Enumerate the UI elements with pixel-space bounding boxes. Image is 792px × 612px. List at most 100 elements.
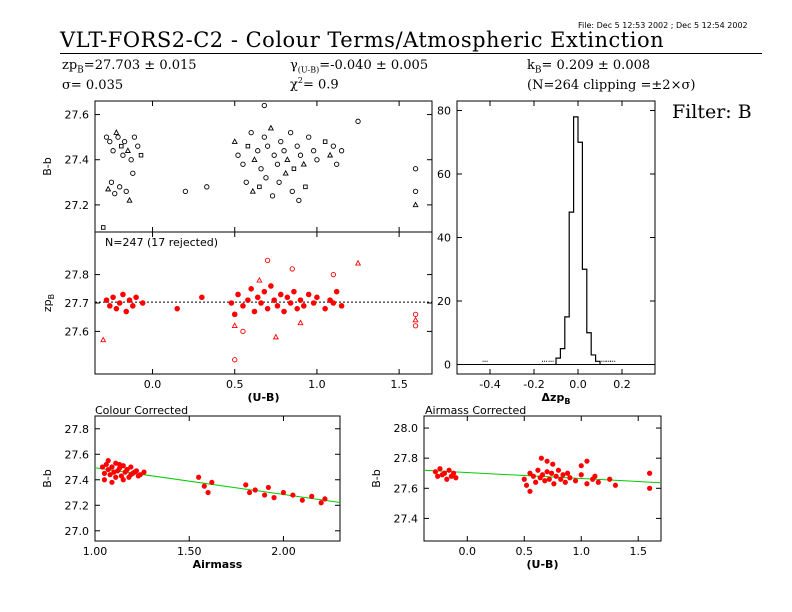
colour_corrected-point xyxy=(309,493,315,499)
zp-rejected-point xyxy=(272,333,279,340)
hist-ytick-label: 0 xyxy=(444,358,451,371)
raw-point xyxy=(105,185,112,192)
zp-rejected-point xyxy=(100,336,107,343)
raw-point xyxy=(263,175,269,181)
zp-xtick-label: 0.5 xyxy=(226,378,244,391)
hist-xlabel: ΔzpB xyxy=(542,391,571,406)
raw-point xyxy=(412,166,419,172)
colour_corrected-point xyxy=(128,464,134,470)
airmass_corrected-point xyxy=(527,470,533,476)
zp-rejected-point xyxy=(412,311,419,318)
zp-ytick-label: 27.8 xyxy=(65,269,90,282)
zp-point xyxy=(305,291,312,298)
airmass-corrected-title: Airmass Corrected xyxy=(425,404,527,417)
raw-point xyxy=(261,102,267,109)
colour_corrected-ytick-label: 27.8 xyxy=(65,423,90,436)
raw-point xyxy=(251,156,258,162)
zp-point xyxy=(258,300,264,306)
raw-point xyxy=(138,152,144,158)
airmass_corrected-point xyxy=(527,488,533,494)
airmass_corrected-point xyxy=(551,481,557,487)
raw-ytick-label: 27.4 xyxy=(65,154,90,167)
raw-point xyxy=(269,193,276,199)
raw-point xyxy=(119,143,124,149)
hist-xtick-label: 0.0 xyxy=(569,378,587,391)
colour_corrected-point xyxy=(101,470,108,476)
raw-point xyxy=(355,118,361,124)
zp-point xyxy=(235,291,241,298)
zp-point xyxy=(103,297,110,303)
zp-ytick-label: 27.7 xyxy=(65,297,90,310)
zp-point xyxy=(231,311,238,318)
raw-point xyxy=(322,139,328,144)
zp-point xyxy=(261,288,268,295)
airmass_corrected-ytick-label: 27.6 xyxy=(394,482,419,495)
filter-label: Filter: B xyxy=(672,101,752,123)
zp-xtick-label: 1.5 xyxy=(390,378,408,391)
zp-point xyxy=(297,297,304,303)
airmass_corrected-point xyxy=(592,473,598,479)
zp-point xyxy=(240,303,246,309)
page-title: VLT-FORS2-C2 - Colour Terms/Atmospheric … xyxy=(60,28,665,52)
raw-point xyxy=(108,179,115,185)
airmass_corrected-point xyxy=(544,469,550,475)
airmass_corrected-point xyxy=(560,472,566,478)
zp-point xyxy=(130,303,136,309)
airmass_corrected-point xyxy=(451,470,457,476)
airmass_corrected-point xyxy=(553,473,559,479)
raw-point xyxy=(281,148,287,154)
zp-point xyxy=(228,300,235,306)
raw-point xyxy=(264,143,271,149)
airmass_corrected-point xyxy=(435,473,441,479)
colour_corrected-point xyxy=(131,469,138,475)
zp-point xyxy=(113,305,120,312)
hist-xtick-label: -0.4 xyxy=(479,378,500,391)
raw-point xyxy=(248,129,254,136)
raw-point xyxy=(287,129,294,136)
raw-point xyxy=(289,188,295,194)
zp-point xyxy=(314,294,320,301)
airmass_corrected-point xyxy=(538,455,544,461)
raw-point xyxy=(327,151,334,158)
zp-ytick-label: 27.6 xyxy=(65,325,90,338)
raw-ytick-label: 27.2 xyxy=(65,199,90,212)
zp-point xyxy=(110,294,116,301)
colour_corrected-point xyxy=(128,472,134,478)
airmass_corrected-point xyxy=(607,476,613,482)
airmass_corrected-xtick-label: 1.0 xyxy=(572,545,590,558)
file-timestamp: File: Dec 5 12:53 2002 ; Dec 5 12:54 200… xyxy=(578,21,748,30)
colour_corrected-point xyxy=(271,495,277,501)
airmass_corrected-point xyxy=(584,481,590,487)
zp-xlabel: (U-B) xyxy=(248,391,280,404)
zp-annotation: N=247 (17 rejected) xyxy=(105,236,218,249)
zp-rejected-point xyxy=(264,257,271,264)
airmass_corrected-ytick-label: 28.0 xyxy=(394,422,419,435)
raw-point xyxy=(258,166,264,172)
zp-point xyxy=(126,297,133,303)
airmass_corrected-point xyxy=(533,479,539,485)
raw-point xyxy=(117,184,123,190)
airmass_corrected-point xyxy=(544,458,550,464)
colour_corrected-point xyxy=(246,489,253,496)
raw-point xyxy=(128,157,134,163)
zp-point xyxy=(300,303,307,309)
zp-point xyxy=(120,291,126,298)
hist-ytick-label: 20 xyxy=(437,295,451,308)
raw-point xyxy=(276,179,282,185)
raw-point xyxy=(297,152,304,158)
colour_corrected-point xyxy=(265,484,271,491)
airmass_corrected-point xyxy=(578,463,584,469)
colour_corrected-point xyxy=(107,472,113,478)
colour_corrected-point xyxy=(120,477,126,483)
zp-point xyxy=(139,300,146,306)
colour_corrected-point xyxy=(113,474,119,480)
zp-point xyxy=(291,288,297,295)
hist-ytick-label: 40 xyxy=(437,232,451,245)
raw-point xyxy=(240,161,246,167)
raw-point xyxy=(412,188,419,194)
airmass_corrected-point xyxy=(521,476,527,482)
airmass_corrected-point xyxy=(595,479,601,485)
airmass_corrected-point xyxy=(564,470,571,476)
zp-xtick-label: 1.0 xyxy=(308,378,326,391)
airmass_corrected-point xyxy=(612,482,619,488)
